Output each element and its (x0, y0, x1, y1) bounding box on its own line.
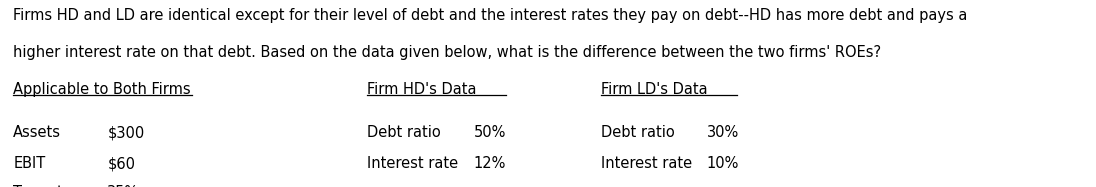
Text: $60: $60 (107, 156, 136, 171)
Text: EBIT: EBIT (13, 156, 45, 171)
Text: Firm HD's Data: Firm HD's Data (367, 82, 477, 97)
Text: higher interest rate on that debt. Based on the data given below, what is the di: higher interest rate on that debt. Based… (13, 45, 881, 60)
Text: Debt ratio: Debt ratio (367, 125, 441, 140)
Text: 50%: 50% (473, 125, 506, 140)
Text: 10%: 10% (707, 156, 740, 171)
Text: Firms HD and LD are identical except for their level of debt and the interest ra: Firms HD and LD are identical except for… (13, 8, 968, 23)
Text: Interest rate: Interest rate (601, 156, 692, 171)
Text: Tax rate: Tax rate (13, 185, 72, 187)
Text: Applicable to Both Firms: Applicable to Both Firms (13, 82, 191, 97)
Text: 12%: 12% (473, 156, 506, 171)
Text: Interest rate: Interest rate (367, 156, 458, 171)
Text: Assets: Assets (13, 125, 61, 140)
Text: Debt ratio: Debt ratio (601, 125, 674, 140)
Text: $300: $300 (107, 125, 145, 140)
Text: Firm LD's Data: Firm LD's Data (601, 82, 707, 97)
Text: 35%: 35% (107, 185, 139, 187)
Text: 30%: 30% (707, 125, 739, 140)
